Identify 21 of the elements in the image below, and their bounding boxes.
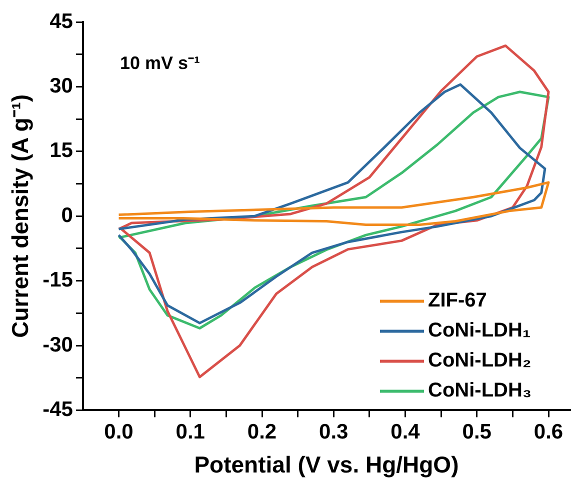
x-tick-label: 0.0 [104, 420, 134, 444]
y-tick-label: 15 [50, 139, 74, 162]
y-tick-label: 30 [50, 74, 73, 98]
legend-label: CoNi-LDH₂ [428, 350, 532, 372]
legend-label: CoNi-LDH₃ [428, 380, 532, 402]
x-axis-title: Potential (V vs. Hg/HgO) [194, 452, 459, 478]
x-tick-label: 0.6 [534, 420, 564, 444]
x-tick-label: 0.1 [176, 420, 206, 444]
annotation: 10 mV s⁻¹ [120, 52, 200, 73]
y-tick-label: 0 [61, 204, 73, 227]
y-tick-label: -15 [42, 268, 74, 292]
x-tick-label: 0.2 [247, 420, 277, 444]
legend-label: ZIF-67 [428, 290, 487, 312]
y-tick-label: -45 [42, 398, 74, 421]
x-tick-label: 0.4 [390, 420, 420, 444]
y-tick-label: 45 [50, 10, 74, 33]
x-tick-label: 0.3 [319, 420, 348, 444]
y-axis-title: Current density (A g⁻¹) [7, 94, 34, 338]
y-tick-label: -30 [42, 333, 73, 356]
x-tick-label: 0.5 [462, 420, 492, 444]
legend-label: CoNi-LDH₁ [428, 320, 531, 342]
